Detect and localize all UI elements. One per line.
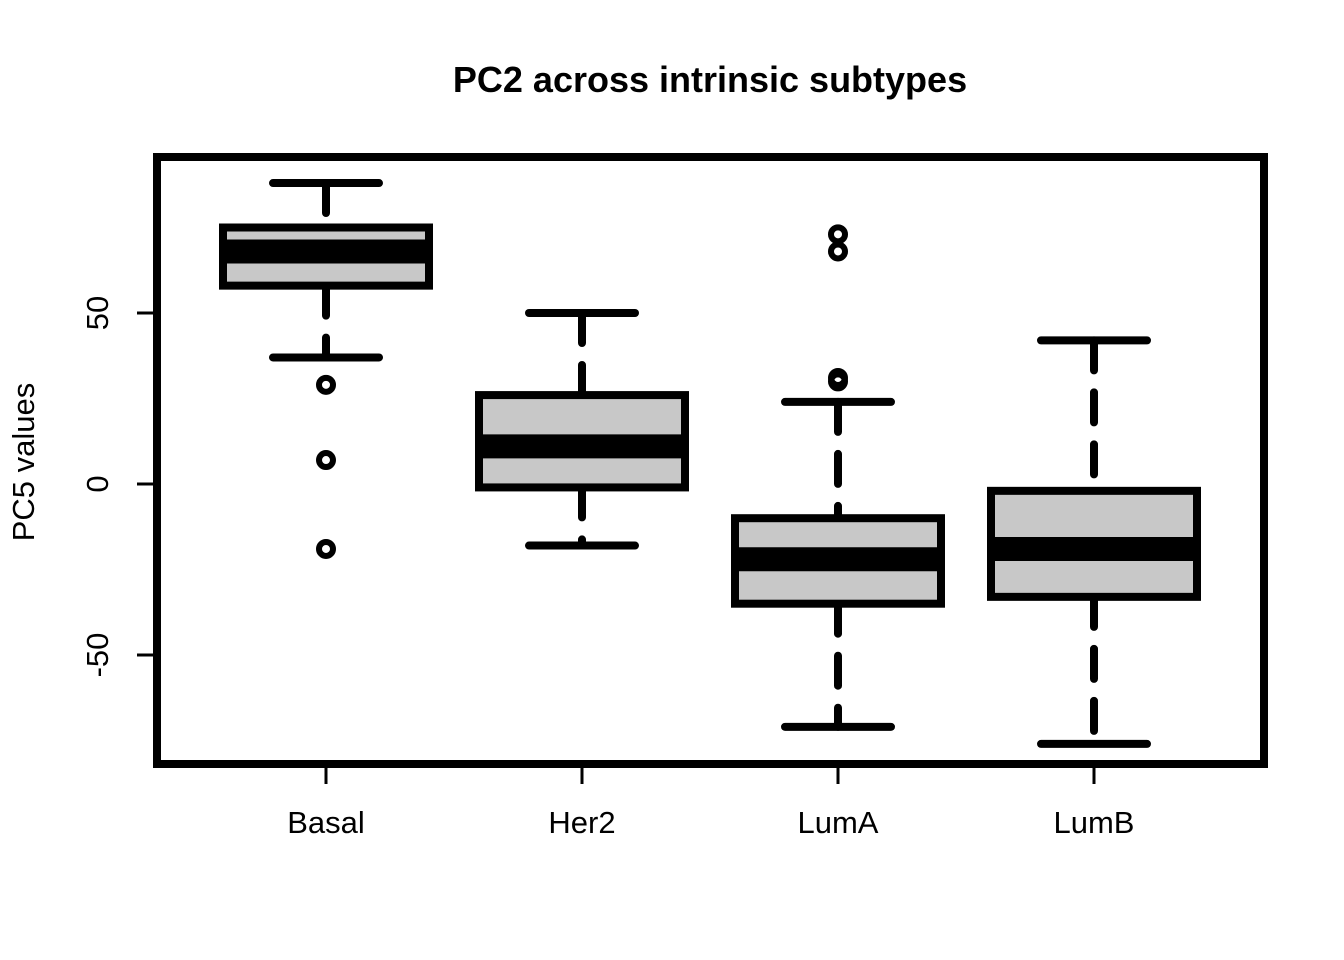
x-tick-label: Her2	[548, 805, 615, 840]
box-her2	[475, 309, 689, 550]
plot-area	[219, 179, 1201, 748]
x-tick-label: LumB	[1054, 805, 1135, 840]
x-tick-label: Basal	[287, 805, 365, 840]
outlier-point	[828, 241, 848, 262]
x-tick-label: LumA	[798, 805, 879, 840]
outlier-point	[316, 450, 336, 471]
outlier-point	[828, 224, 848, 245]
box-luma	[731, 224, 945, 731]
outlier-point	[316, 538, 336, 559]
box-lumb	[987, 336, 1201, 748]
outlier-point	[316, 374, 336, 395]
box-basal	[219, 179, 433, 559]
plot-frame	[153, 153, 1268, 768]
y-axis-label: PC5 values	[6, 383, 41, 542]
y-tick-label: 50	[80, 296, 115, 330]
outlier-point	[828, 367, 848, 388]
y-tick-label: -50	[80, 633, 115, 678]
chart-title: PC2 across intrinsic subtypes	[453, 59, 967, 100]
y-tick-label: 0	[80, 475, 115, 492]
